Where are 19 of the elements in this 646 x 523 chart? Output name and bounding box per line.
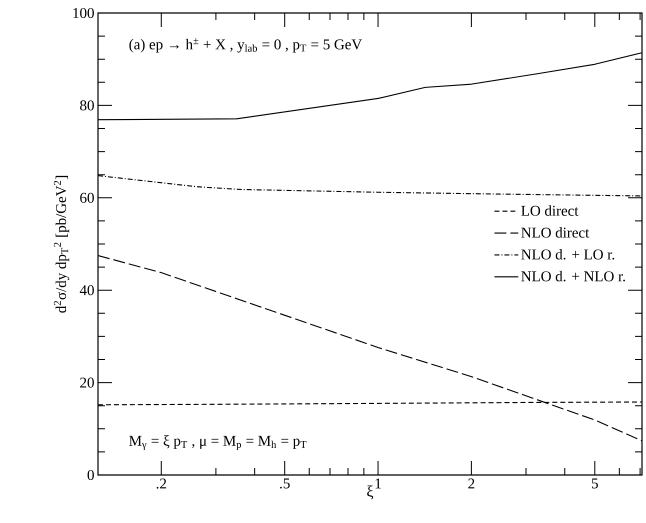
x-tick-label: .5 [280,478,290,489]
annotation: (a) ep → h$^{±}$ + X , y$_{lab}$ = 0 , p$_{T}$ = 5 GeV [129,38,362,53]
legend-label: NLO direct [521,227,590,238]
x-tick-label: 5 [592,478,598,488]
legend-label: NLO d. + NLO r. [521,270,625,282]
y-tick-label: 0 [88,470,94,480]
x-tick-label: 2 [468,478,474,488]
y-tick-label: 60 [80,192,94,203]
x-axis-title: ξ [367,485,374,500]
y-tick-label: 80 [80,100,94,110]
x-tick-label: 1 [376,478,381,488]
y-tick-label: 100 [73,8,94,18]
y-axis-title: d$^{2}$σ/dy dp$_{T}$$^{2}$ [pb/GeV$^{2}$] [54,176,70,313]
text: M$_{γ}$ = ξ p$_{T}$ , μ = M$_{p}$ = M$_{h}$ = p$_{T}$ [129,435,306,450]
y-tick-label: 40 [80,285,94,296]
y-tick-label: 20 [80,378,94,388]
legend-label: LO direct [521,205,578,216]
legend-label: NLO d. + LO r. [521,249,614,260]
x-tick-label: .2 [156,478,166,489]
